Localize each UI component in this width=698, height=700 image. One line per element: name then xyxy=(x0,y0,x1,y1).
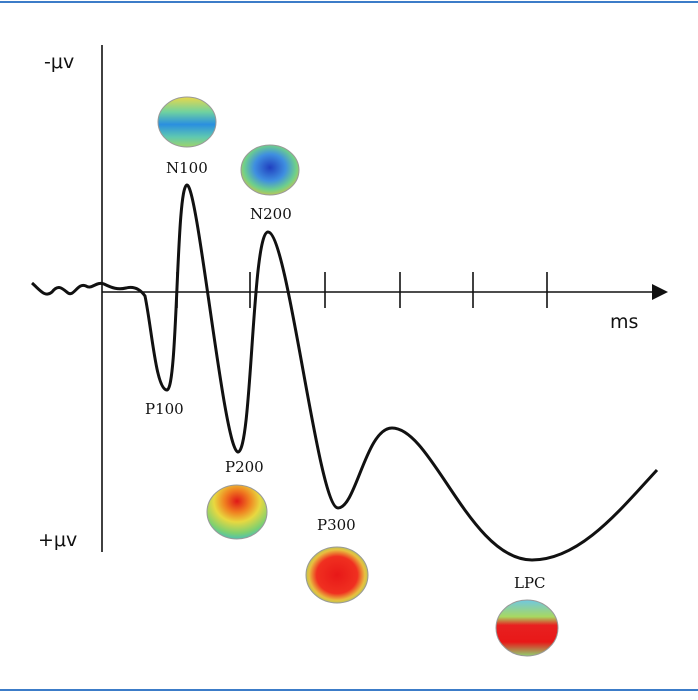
component-label: P300 xyxy=(317,516,356,534)
component-label: P200 xyxy=(225,458,264,476)
waveform xyxy=(31,183,659,562)
component-label: LPC xyxy=(514,574,546,592)
y-bottom-label: +μv xyxy=(38,529,77,551)
head-map xyxy=(157,96,217,148)
component-label: N100 xyxy=(166,159,208,177)
y-top-label: -μv xyxy=(44,51,74,73)
component-label: N200 xyxy=(250,205,292,223)
head-map xyxy=(206,484,268,540)
head-map xyxy=(240,144,300,196)
head-map xyxy=(495,599,559,657)
x-arrow xyxy=(652,284,668,300)
x-axis-label: ms xyxy=(610,311,638,333)
head-map xyxy=(305,546,369,604)
component-label: P100 xyxy=(145,400,184,418)
